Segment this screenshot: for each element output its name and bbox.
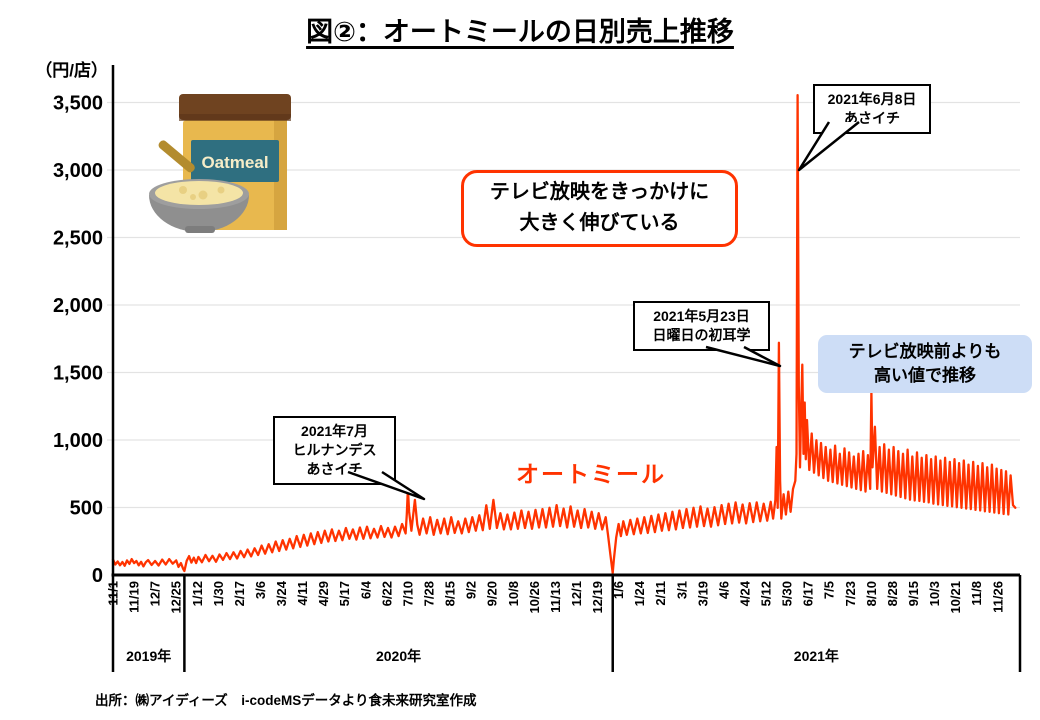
spoon-graphic <box>158 140 195 173</box>
hirunandesu-callout-line3: あさイチ <box>306 461 363 477</box>
y-axis-unit-label: （円/店） <box>35 61 108 80</box>
year-label: 2019年 <box>126 648 171 664</box>
x-tick-label: 7/28 <box>421 581 436 606</box>
y-tick-label: 500 <box>70 498 103 520</box>
tv-trigger-line2: 大きく伸びている <box>519 212 680 234</box>
x-tick-label: 3/6 <box>253 581 268 599</box>
hirunandesu-callout-line2: ヒルナンデス <box>292 442 377 458</box>
oatmeal-illustration: Oatmeal <box>149 94 291 233</box>
source-note: 出所：㈱アイディーズ i-codeMSデータより食未来研究室作成 <box>95 693 477 708</box>
asaichi-callout: 2021年6月8日 あさイチ <box>813 84 931 134</box>
x-tick-label: 6/17 <box>801 581 816 606</box>
tv-after-line1: テレビ放映前よりも <box>848 342 1002 361</box>
hatsumimi-callout: 2021年5月23日 日曜日の初耳学 <box>633 301 770 351</box>
x-tick-label: 11/13 <box>548 581 563 613</box>
x-tick-label: 9/15 <box>906 581 921 606</box>
y-tick-label: 0 <box>92 565 103 587</box>
x-tick-label: 5/30 <box>780 581 795 606</box>
x-tick-label: 6/4 <box>358 580 373 599</box>
y-tick-label: 3,000 <box>53 160 103 182</box>
x-tick-label: 2/11 <box>653 581 668 606</box>
x-tick-label: 12/7 <box>148 581 163 606</box>
hatsumimi-callout-line1: 2021年5月23日 <box>653 308 750 324</box>
year-label: 2020年 <box>376 648 421 664</box>
hirunandesu-callout: 2021年7月 ヒルナンデス あさイチ <box>273 416 396 485</box>
tv-after-line2: 高い値で推移 <box>874 366 976 385</box>
x-tick-label: 10/8 <box>506 581 521 606</box>
x-tick-label: 4/24 <box>737 580 752 606</box>
x-tick-label: 1/24 <box>632 580 647 606</box>
y-tick-label: 1,000 <box>53 430 103 452</box>
hirunandesu-callout-line1: 2021年7月 <box>301 423 368 439</box>
x-tick-label: 12/25 <box>169 581 184 614</box>
x-tick-label: 7/23 <box>843 581 858 606</box>
x-tick-label: 10/26 <box>527 581 542 614</box>
oatmeal-label-text: Oatmeal <box>201 153 268 172</box>
x-tick-label: 9/20 <box>485 581 500 606</box>
x-tick-label: 10/21 <box>948 581 963 614</box>
x-tick-label: 11/19 <box>127 581 142 613</box>
y-tick-label: 3,500 <box>53 93 103 115</box>
x-tick-label: 8/10 <box>864 581 879 606</box>
x-tick-label: 11/26 <box>990 581 1005 613</box>
x-tick-label: 10/3 <box>927 581 942 606</box>
x-tick-label: 5/17 <box>337 581 352 606</box>
y-tick-label: 1,500 <box>53 363 103 385</box>
x-tick-label: 11/1 <box>106 581 121 606</box>
tv-trigger-box: テレビ放映をきっかけに 大きく伸びている <box>461 170 738 247</box>
sales-line <box>111 93 1017 575</box>
oatmeal-label-panel <box>191 140 279 182</box>
tv-after-box: テレビ放映前よりも 高い値で推移 <box>818 335 1032 393</box>
x-tick-label: 7/10 <box>400 581 415 606</box>
x-tick-label: 3/19 <box>695 581 710 606</box>
x-tick-label: 6/22 <box>379 581 394 606</box>
x-tick-label: 4/29 <box>316 581 331 606</box>
x-tick-label: 7/5 <box>822 581 837 599</box>
year-label: 2021年 <box>794 648 839 664</box>
x-tick-label: 9/2 <box>464 581 479 599</box>
x-tick-label: 5/12 <box>759 581 774 606</box>
y-tick-label: 2,500 <box>53 228 103 250</box>
x-tick-label: 1/12 <box>190 581 205 606</box>
oatmeal-bowl-graphic <box>149 179 249 233</box>
x-tick-label: 4/11 <box>295 581 310 606</box>
tv-trigger-line1: テレビ放映をきっかけに <box>489 181 710 203</box>
asaichi-callout-line2: あさイチ <box>844 110 900 126</box>
x-tick-label: 12/1 <box>569 581 584 606</box>
page-title: 図②：オートミールの日別売上推移 <box>306 17 734 47</box>
x-tick-label: 11/8 <box>969 581 984 606</box>
x-tick-label: 12/19 <box>590 581 605 614</box>
x-tick-label: 8/28 <box>885 581 900 606</box>
x-tick-label: 4/6 <box>716 581 731 599</box>
asaichi-callout-line1: 2021年6月8日 <box>827 91 917 107</box>
x-tick-label: 3/1 <box>674 581 689 599</box>
hatsumimi-callout-line2: 日曜日の初耳学 <box>652 327 751 343</box>
x-tick-label: 3/24 <box>274 580 289 606</box>
series-inline-label: オートミール <box>516 461 666 487</box>
x-tick-label: 1/30 <box>211 581 226 606</box>
y-tick-label: 2,000 <box>53 295 103 317</box>
x-tick-label: 1/6 <box>611 581 626 599</box>
x-tick-label: 8/15 <box>443 581 458 606</box>
x-tick-label: 2/17 <box>232 581 247 606</box>
